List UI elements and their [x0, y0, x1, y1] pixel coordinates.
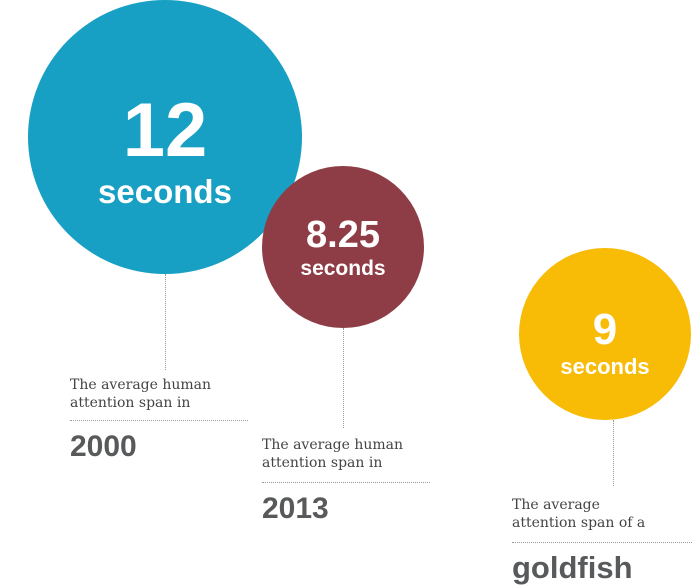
bubble-unit: seconds: [560, 354, 650, 379]
category-label-goldfish: goldfish: [512, 550, 633, 585]
connector-line-2013: [343, 328, 344, 428]
caption-2013: The average human attention span in: [262, 436, 462, 472]
caption-line: The average: [512, 497, 600, 513]
caption-line: The average human: [70, 377, 212, 393]
caption-line: attention span in: [70, 395, 191, 411]
bubble-goldfish: 9 seconds: [519, 248, 691, 420]
bubble-value: 9: [592, 305, 618, 354]
category-label-2000: 2000: [70, 430, 137, 463]
divider: [70, 420, 248, 421]
category-label-2013: 2013: [262, 492, 329, 525]
bubble-value: 8.25: [306, 213, 380, 256]
bubble-value: 12: [122, 87, 208, 173]
bubble-2013: 8.25 seconds: [262, 166, 424, 328]
caption-line: attention span in: [262, 455, 383, 471]
divider: [262, 482, 430, 483]
bubble-unit: seconds: [98, 172, 232, 210]
caption-2000: The average human attention span in: [70, 376, 260, 412]
bubble-2000: 12 seconds: [28, 0, 302, 274]
connector-line-goldfish: [613, 420, 614, 486]
divider: [512, 542, 692, 543]
bubble-unit: seconds: [300, 256, 386, 280]
caption-line: attention span of a: [512, 515, 646, 531]
caption-line: The average human: [262, 437, 404, 453]
connector-line-2000: [165, 274, 166, 370]
caption-goldfish: The average attention span of a: [512, 496, 692, 532]
